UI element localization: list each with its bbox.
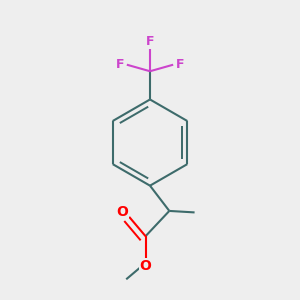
Text: F: F (176, 58, 184, 71)
Text: F: F (116, 58, 124, 71)
Text: O: O (116, 205, 128, 218)
Text: F: F (146, 35, 154, 48)
Text: O: O (140, 259, 152, 273)
